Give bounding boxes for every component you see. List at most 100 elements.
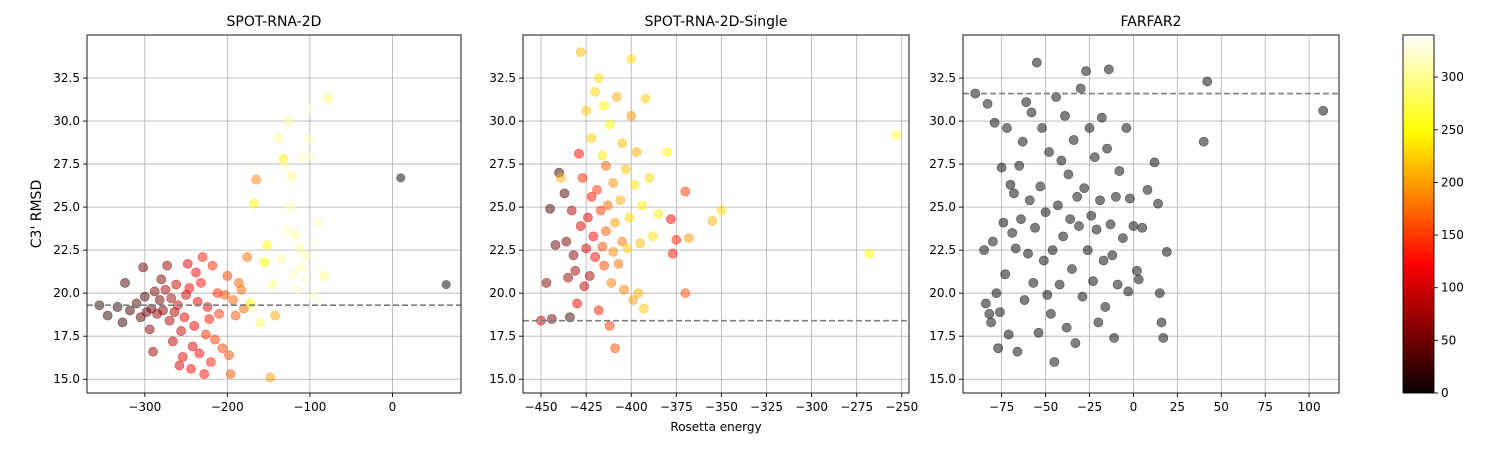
x-tick-label: 75 (1258, 400, 1273, 414)
y-tick-label: 25.0 (489, 200, 516, 214)
data-point (196, 277, 206, 288)
y-tick-label: 15.0 (929, 372, 956, 386)
data-point (225, 369, 236, 379)
y-tick-label: 25.0 (929, 200, 956, 214)
data-point (563, 272, 573, 283)
data-point (1086, 210, 1097, 221)
data-point (319, 271, 330, 281)
data-point (300, 274, 310, 285)
data-point (1133, 274, 1144, 285)
data-point (1105, 219, 1116, 230)
data-point (982, 98, 993, 109)
data-point (1088, 276, 1098, 287)
x-tick-label: 0 (1130, 400, 1138, 414)
data-point (590, 252, 601, 262)
data-point (1016, 214, 1026, 225)
data-point (998, 217, 1009, 228)
data-point (1047, 245, 1058, 256)
data-point (245, 298, 256, 309)
data-point (156, 274, 167, 285)
data-point (298, 152, 309, 163)
data-point (1125, 193, 1135, 204)
data-point (174, 360, 185, 371)
data-point (586, 133, 597, 144)
panel-title: FARFAR2 (1120, 14, 1181, 30)
data-point (1021, 97, 1032, 108)
data-point (207, 260, 218, 271)
data-point (626, 110, 637, 121)
data-point (139, 291, 150, 302)
data-point (564, 312, 575, 323)
data-point (584, 271, 595, 281)
colorbar-tick-label: 50 (1441, 333, 1456, 347)
data-point (112, 302, 123, 312)
y-tick-label: 27.5 (929, 157, 956, 171)
y-tick-label: 17.5 (929, 329, 956, 343)
data-point (1045, 308, 1056, 319)
data-point (593, 73, 604, 83)
data-point (631, 147, 642, 157)
data-point (295, 243, 305, 254)
data-point (590, 86, 601, 97)
data-point (1100, 302, 1111, 312)
data-point (301, 250, 312, 261)
data-point (1142, 185, 1153, 195)
data-point (1003, 329, 1014, 340)
data-point (633, 288, 644, 299)
data-point (1026, 107, 1037, 118)
x-tick-label: −75 (989, 400, 1014, 414)
data-point (620, 164, 631, 175)
y-tick-label: 22.5 (489, 243, 516, 257)
data-point (323, 93, 333, 104)
data-point (608, 178, 619, 188)
data-point (1107, 250, 1118, 261)
data-point (1072, 191, 1083, 202)
data-point (684, 233, 694, 243)
data-point (986, 317, 997, 328)
data-point (1054, 279, 1065, 290)
data-point (1081, 66, 1091, 77)
y-axis-label: C3' RMSD (29, 180, 45, 248)
colorbar-tick-label: 250 (1441, 123, 1464, 137)
data-point (570, 265, 581, 276)
points (970, 57, 1329, 367)
data-point (1058, 231, 1069, 242)
data-point (167, 336, 178, 347)
data-point (262, 240, 272, 250)
data-point (288, 269, 299, 280)
data-point (613, 259, 624, 269)
x-tick-label: 50 (1214, 400, 1229, 414)
data-point (624, 212, 635, 223)
data-point (273, 133, 284, 144)
data-point (575, 47, 586, 58)
x-axis-label: Rosetta energy (670, 420, 761, 434)
data-point (597, 241, 608, 252)
data-point (1074, 221, 1084, 231)
data-point (1077, 291, 1088, 302)
data-point (979, 245, 989, 256)
data-point (545, 203, 555, 214)
data-point (1089, 152, 1100, 163)
data-point (864, 248, 875, 259)
y-tick-label: 30.0 (929, 114, 956, 128)
data-point (1019, 295, 1030, 305)
data-point (205, 357, 216, 367)
data-point (280, 159, 291, 169)
data-point (541, 277, 552, 288)
colorbar-tick-label: 0 (1441, 386, 1449, 400)
data-point (204, 314, 215, 324)
data-point (148, 346, 158, 357)
data-point (662, 147, 673, 157)
data-point (251, 174, 262, 185)
x-tick-label: −400 (615, 400, 648, 414)
x-tick-label: −275 (840, 400, 873, 414)
data-point (671, 234, 682, 245)
data-point (120, 277, 130, 288)
x-tick-label: −200 (211, 400, 244, 414)
data-point (259, 257, 270, 268)
data-point (628, 295, 638, 305)
data-point (1038, 255, 1049, 266)
data-point (286, 171, 297, 182)
data-point (1060, 110, 1070, 121)
data-point (1137, 222, 1148, 233)
